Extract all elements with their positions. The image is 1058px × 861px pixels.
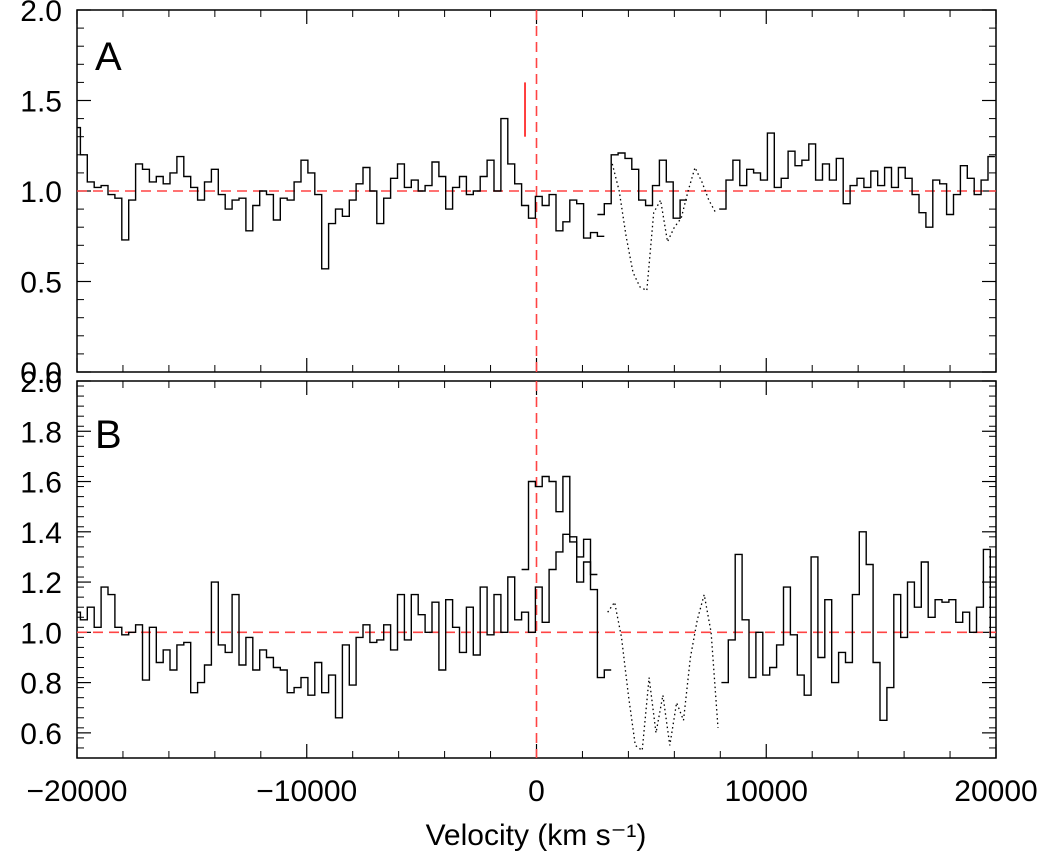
x-tick-label: 20000 [954, 775, 1037, 808]
panel-b-label: B [95, 413, 122, 457]
y-tick-label: 2.0 [20, 366, 62, 399]
y-tick-label: 2.0 [20, 0, 62, 28]
spectrum-series-dotted [611, 163, 717, 292]
panel-b: B −20000 −10000 0 10000 20000 0.6 0.8 1.0 1.2 1.4… [20, 366, 1037, 808]
spectrum-series-step [521, 475, 612, 679]
y-tick-label: 1.0 [20, 176, 62, 209]
panel-a: A 0.0 0.5 1.0 1.5 2.0 [20, 0, 997, 390]
x-axis-title: Velocity (km s⁻¹) [426, 819, 647, 852]
spectrum-series-step [721, 531, 996, 721]
plot-area [77, 10, 996, 372]
spectrum-series-step [77, 117, 605, 270]
y-tick-label: 0.6 [20, 718, 62, 751]
y-tick-label: 0.8 [20, 668, 62, 701]
y-tick-label: 0.5 [20, 267, 62, 300]
y-tick-label: 1.5 [20, 86, 62, 119]
x-tick-label: −10000 [256, 775, 357, 808]
panel-a-label: A [95, 35, 122, 79]
y-tick-label: 0.0 [20, 357, 62, 390]
spectrum-series-step [719, 132, 995, 228]
spectrum-series-step [77, 533, 598, 719]
y-tick-label: 1.4 [20, 517, 62, 550]
spectrum-series-dotted [607, 594, 719, 752]
plot-area [77, 381, 996, 758]
y-tick-label: 1.0 [20, 617, 62, 650]
y-tick-label: 1.6 [20, 467, 62, 500]
x-tick-label: −20000 [27, 775, 128, 808]
y-tick-label: 1.2 [20, 567, 62, 600]
y-tick-label: 1.8 [20, 416, 62, 449]
x-tick-label: 10000 [725, 775, 808, 808]
spectrum-series-step [597, 152, 687, 219]
x-tick-label: 0 [528, 775, 545, 808]
